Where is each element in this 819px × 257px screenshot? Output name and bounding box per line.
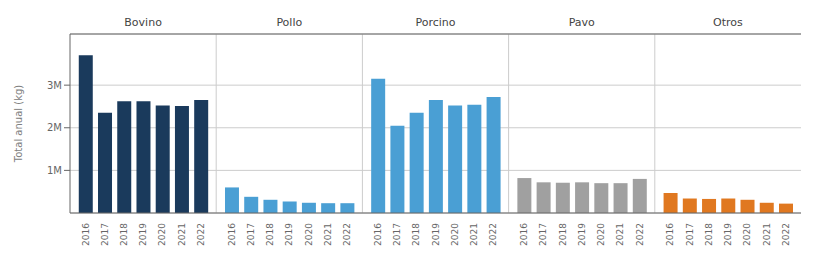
- svg-text:Pollo: Pollo: [276, 16, 302, 29]
- svg-text:Porcino: Porcino: [415, 16, 455, 29]
- svg-text:2016: 2016: [227, 223, 237, 246]
- svg-text:3M: 3M: [47, 80, 62, 91]
- svg-text:2018: 2018: [265, 223, 275, 246]
- svg-text:2021: 2021: [762, 223, 772, 246]
- svg-text:2019: 2019: [577, 223, 587, 246]
- svg-text:2021: 2021: [177, 223, 187, 246]
- svg-text:2016: 2016: [81, 223, 91, 246]
- svg-text:2020: 2020: [596, 223, 606, 246]
- svg-text:Bovino: Bovino: [124, 16, 162, 29]
- svg-text:2018: 2018: [119, 223, 129, 246]
- svg-text:2022: 2022: [196, 223, 206, 246]
- svg-text:2016: 2016: [373, 223, 383, 246]
- svg-text:2017: 2017: [100, 223, 110, 246]
- svg-text:2017: 2017: [685, 223, 695, 246]
- svg-text:2018: 2018: [704, 223, 714, 246]
- svg-text:2020: 2020: [742, 223, 752, 246]
- svg-text:Pavo: Pavo: [569, 16, 595, 29]
- svg-text:2022: 2022: [635, 223, 645, 246]
- svg-text:2018: 2018: [558, 223, 568, 246]
- svg-text:2021: 2021: [469, 223, 479, 246]
- svg-text:2020: 2020: [304, 223, 314, 246]
- svg-text:2016: 2016: [519, 223, 529, 246]
- svg-text:2017: 2017: [246, 223, 256, 246]
- svg-text:1M: 1M: [47, 165, 62, 176]
- svg-text:Otros: Otros: [713, 16, 743, 29]
- svg-text:2022: 2022: [488, 223, 498, 246]
- svg-text:2019: 2019: [723, 223, 733, 246]
- svg-text:2022: 2022: [342, 223, 352, 246]
- svg-text:2017: 2017: [538, 223, 548, 246]
- svg-text:2017: 2017: [392, 223, 402, 246]
- svg-text:2018: 2018: [411, 223, 421, 246]
- svg-text:2020: 2020: [450, 223, 460, 246]
- svg-text:2022: 2022: [781, 223, 791, 246]
- svg-text:2021: 2021: [615, 223, 625, 246]
- svg-text:2019: 2019: [431, 223, 441, 246]
- svg-text:Total anual (kg): Total anual (kg): [13, 85, 24, 163]
- svg-text:2021: 2021: [323, 223, 333, 246]
- svg-text:2020: 2020: [157, 223, 167, 246]
- svg-text:2019: 2019: [138, 223, 148, 246]
- svg-text:2019: 2019: [284, 223, 294, 246]
- svg-text:2016: 2016: [665, 223, 675, 246]
- svg-text:2M: 2M: [47, 122, 62, 133]
